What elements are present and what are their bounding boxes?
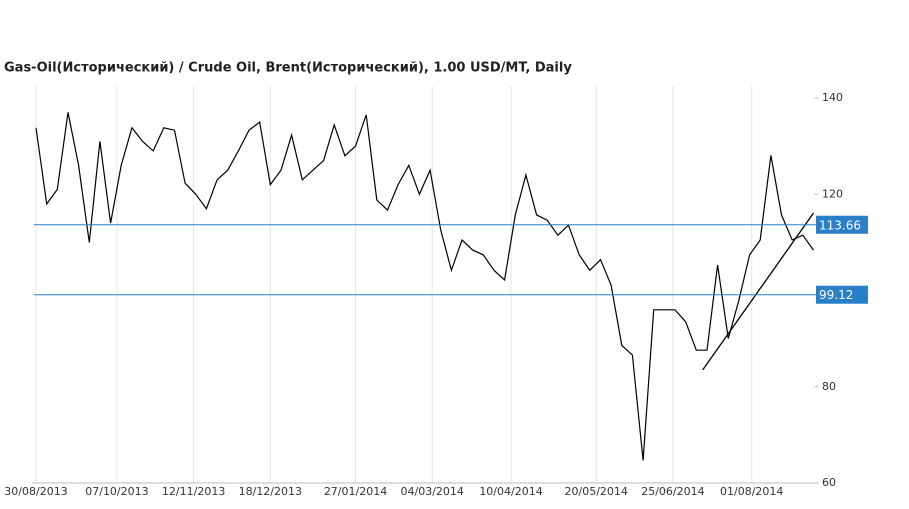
x-tick-label: 04/03/2014 — [401, 485, 464, 498]
x-tick-label: 27/01/2014 — [324, 485, 387, 498]
level-label: 99.12 — [819, 288, 853, 302]
y-tick-label: 80 — [822, 380, 836, 393]
price-line — [35, 112, 814, 461]
y-tick-label: 60 — [822, 476, 836, 489]
x-tick-label: 20/05/2014 — [565, 485, 628, 498]
level-label-box — [816, 285, 868, 304]
level-label-box — [816, 215, 868, 234]
x-tick-label: 01/08/2014 — [720, 485, 783, 498]
trendline — [702, 212, 815, 371]
x-tick-label: 10/04/2014 — [479, 485, 542, 498]
x-tick-label: 12/11/2013 — [162, 485, 225, 498]
y-tick-label: 140 — [822, 91, 843, 104]
x-tick-label: 30/08/2013 — [4, 485, 67, 498]
y-tick-label: 120 — [822, 187, 843, 200]
chart-title: Gas-Oil(Исторический) / Crude Oil, Brent… — [4, 61, 572, 76]
x-tick-label: 25/06/2014 — [641, 485, 704, 498]
x-tick-label: 07/10/2013 — [85, 485, 148, 498]
x-tick-label: 18/12/2013 — [239, 485, 302, 498]
level-label: 113.66 — [819, 218, 861, 232]
